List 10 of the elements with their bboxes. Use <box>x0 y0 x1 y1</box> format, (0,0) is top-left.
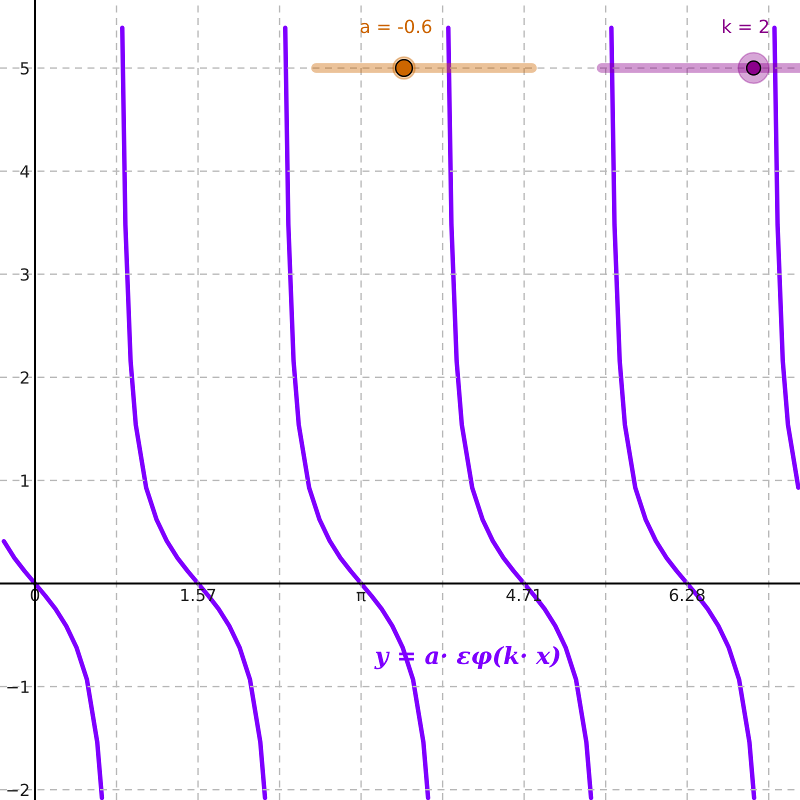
x-tick-label: π <box>356 592 366 602</box>
y-tick-label: 4 <box>20 165 30 178</box>
y-tick-label: −1 <box>7 680 29 693</box>
y-tick-label: 3 <box>20 268 29 281</box>
y-tick-label: 5 <box>20 62 29 75</box>
annotation: k = 2 <box>722 19 768 33</box>
annotation: a = -0.6 <box>360 20 432 34</box>
y-tick-label: 2 <box>20 371 28 384</box>
y-tick-label: −2 <box>7 784 28 796</box>
y-tick-label: 1 <box>21 474 29 487</box>
